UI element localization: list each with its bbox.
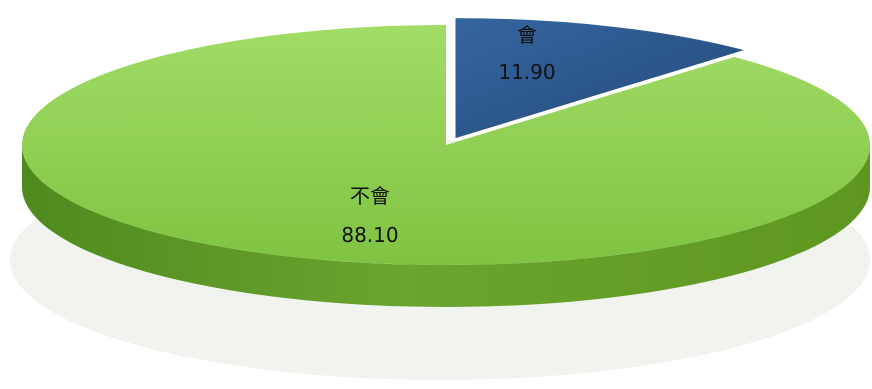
slice-no — [22, 25, 871, 265]
slice-yes — [455, 18, 744, 139]
slice-no-category-label: 不會 — [350, 184, 390, 208]
slice-no-value-label: 88.10 — [341, 223, 398, 247]
slice-no-side — [22, 145, 870, 307]
slice-yes-category-label: 會 — [517, 23, 537, 47]
slice-yes-value-label: 11.90 — [498, 60, 555, 84]
